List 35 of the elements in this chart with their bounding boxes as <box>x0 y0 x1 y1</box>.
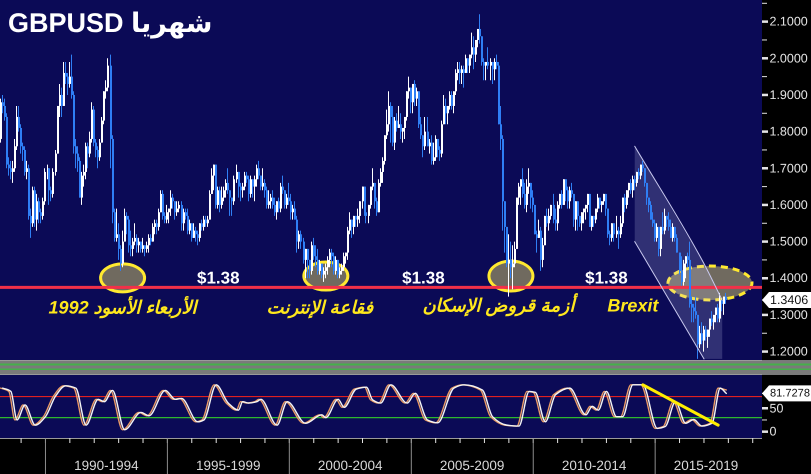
y-tick-label: 1.4000 <box>770 271 808 286</box>
annotation: الأربعاء الأسود 1992 <box>48 296 200 319</box>
x-tick-label: 2015-2019 <box>674 458 738 473</box>
candlestick <box>424 116 426 150</box>
annotation: فقاعة الإنترنت <box>266 298 374 319</box>
y-tick-label: 1.2000 <box>770 344 808 359</box>
y-tick-label: 0 <box>770 424 776 439</box>
x-tick-label: 2010-2014 <box>562 458 627 473</box>
annotation: أزمة قروض الإسكان <box>422 292 579 317</box>
x-tick-label: 2000-2004 <box>318 458 383 473</box>
y-tick-label: 1.3000 <box>770 308 808 322</box>
y-tick-label: 1.5000 <box>770 234 808 249</box>
candlestick <box>178 200 180 213</box>
candlestick <box>359 200 361 224</box>
y-tick-label: 81.7278 <box>770 387 810 400</box>
y-tick-label: 1.8000 <box>770 124 808 139</box>
y-tick-label: 1.7000 <box>770 161 808 176</box>
chart-title: GBPUSD شهريا <box>8 8 212 39</box>
x-tick-label: 1995-1999 <box>196 458 261 473</box>
x-tick-label: 2005-2009 <box>440 458 504 473</box>
annotation: $1.38 <box>197 268 240 288</box>
annotation: $1.38 <box>585 268 628 288</box>
candlestick <box>561 190 563 210</box>
y-tick-label: 1.9000 <box>770 88 808 102</box>
x-tick-label: 1990-1994 <box>74 458 140 473</box>
y-tick-label: 50 <box>770 401 784 416</box>
y-tick-label: 2.0000 <box>770 51 808 66</box>
annotation: Brexit <box>607 296 660 316</box>
candlestick <box>725 292 727 304</box>
candlestick <box>613 222 615 242</box>
y-tick-label: 2.1000 <box>770 14 808 29</box>
annotation: $1.38 <box>402 268 445 288</box>
y-tick-label: 1.3406 <box>770 293 808 308</box>
y-tick-label: 1.6000 <box>770 198 808 212</box>
candlestick <box>487 46 489 70</box>
